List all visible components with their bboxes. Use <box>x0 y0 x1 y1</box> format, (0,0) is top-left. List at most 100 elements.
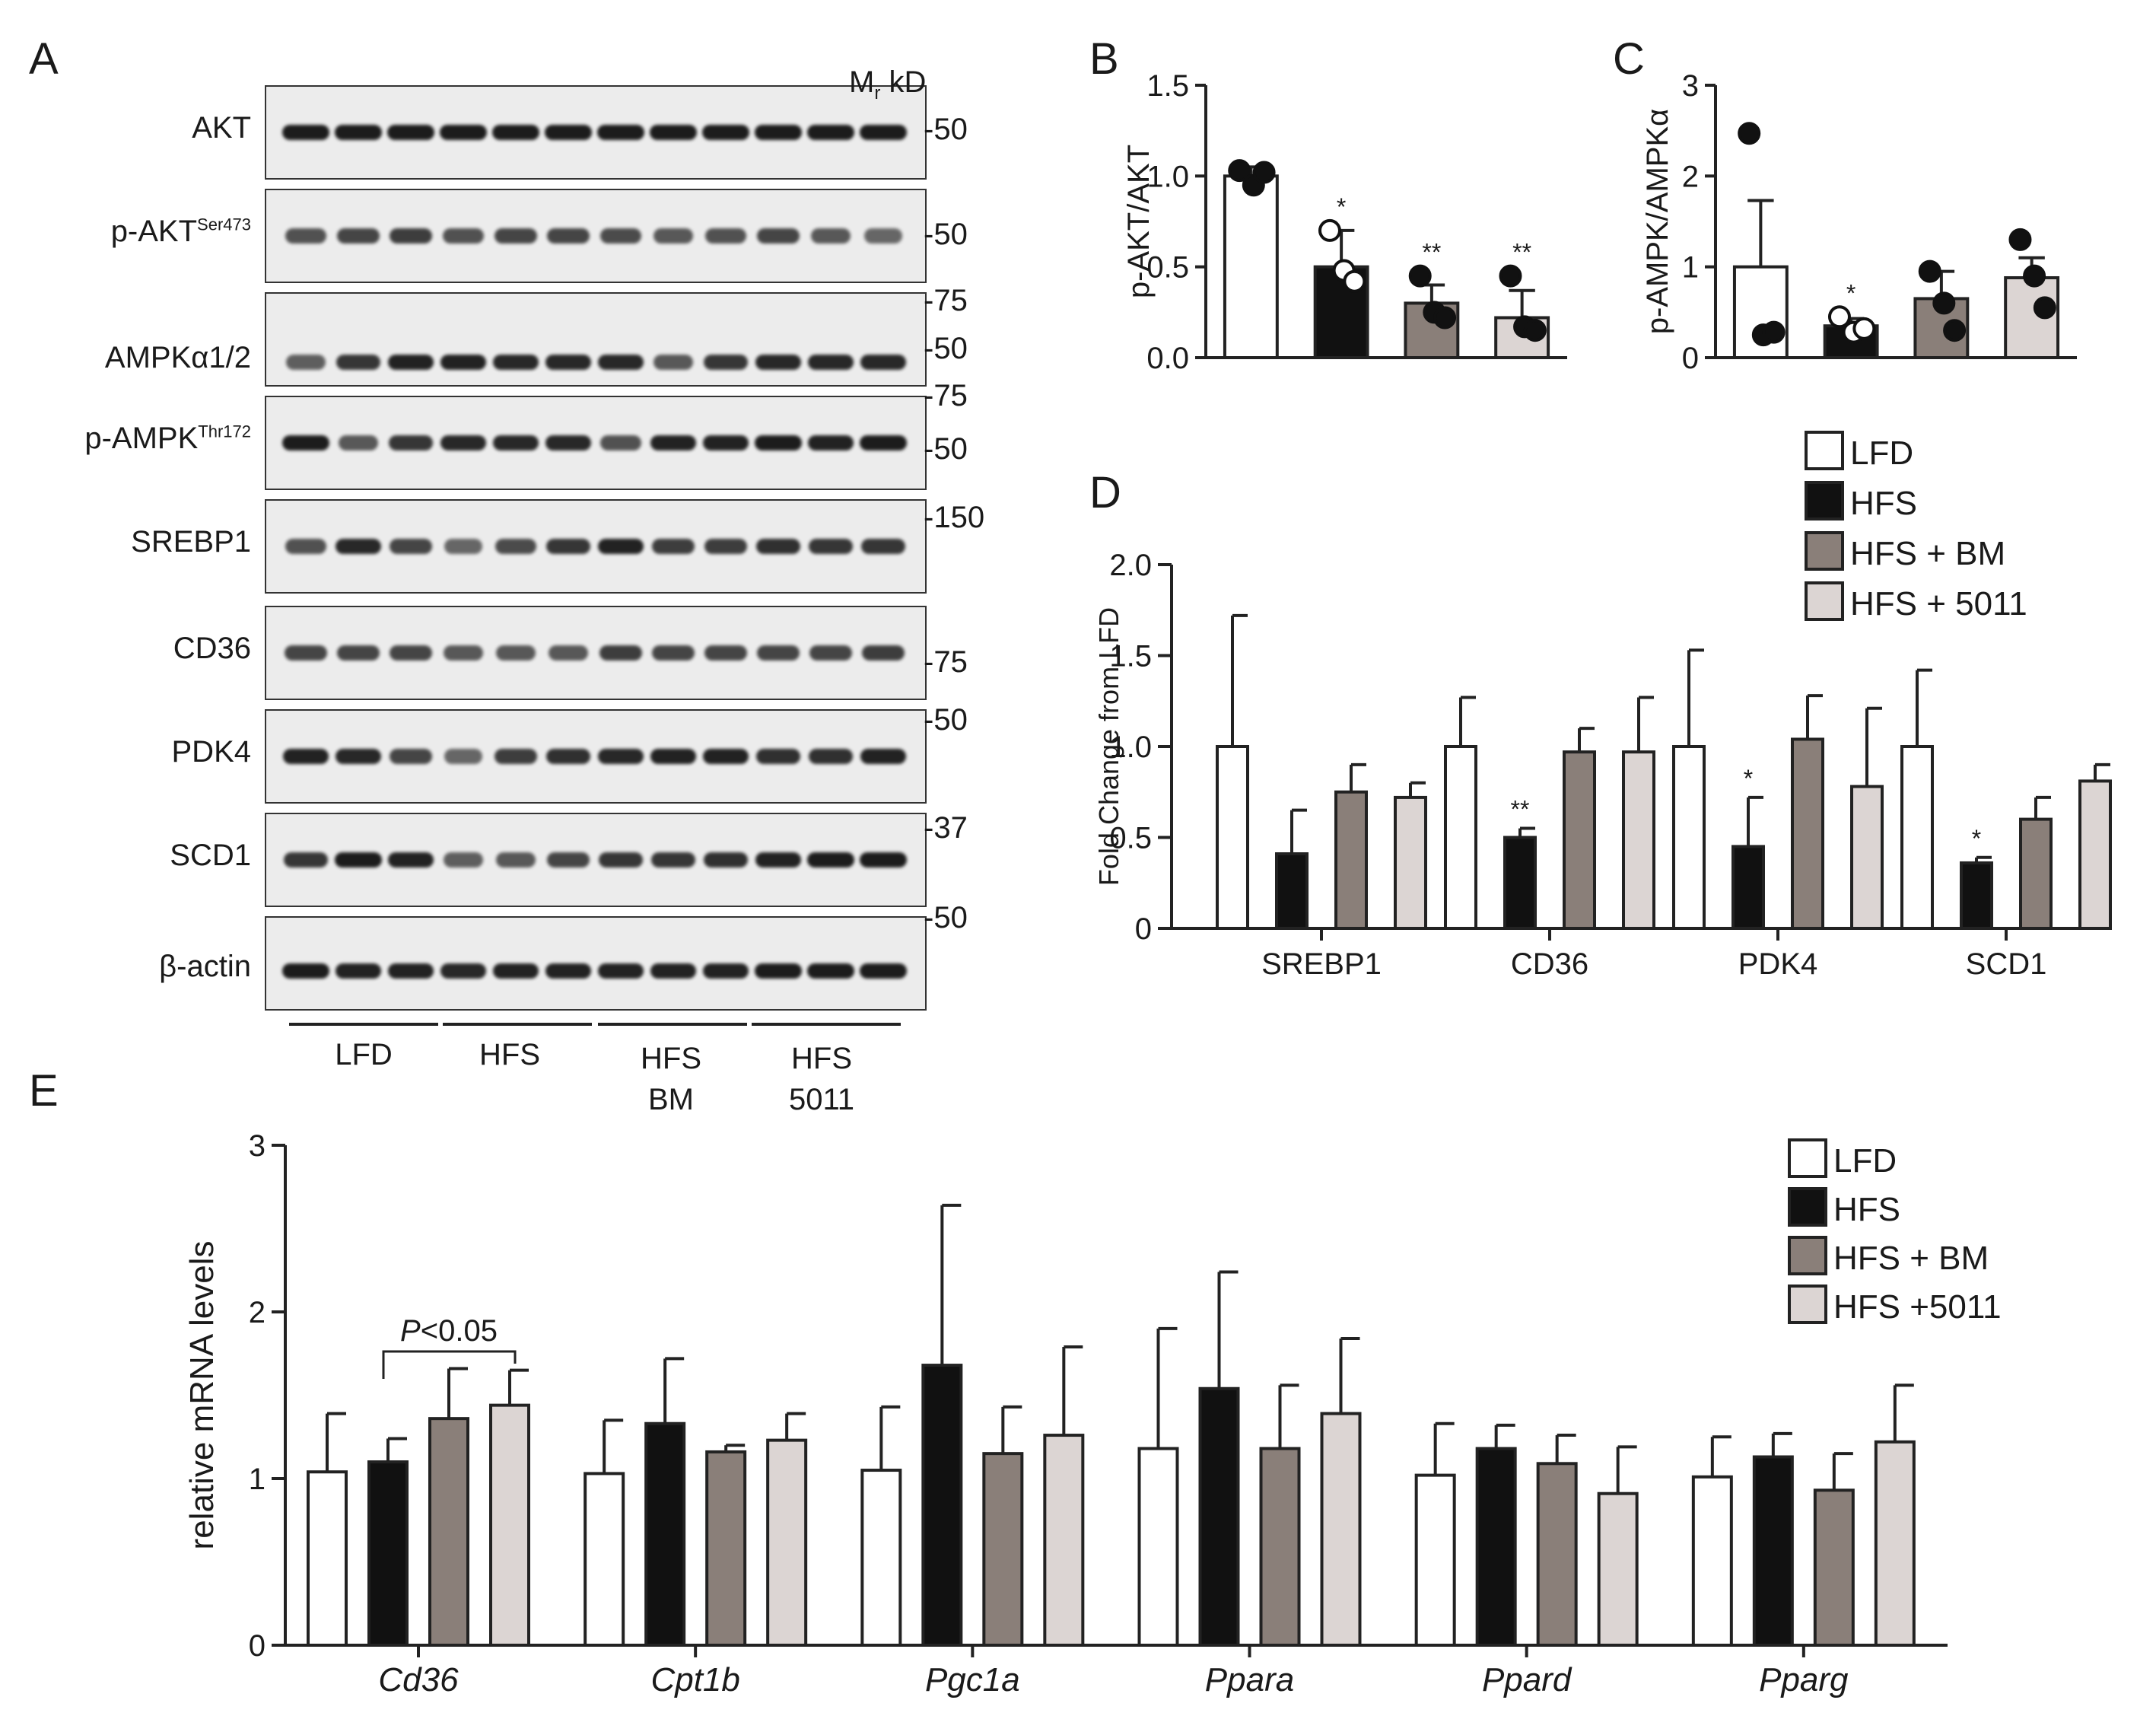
blot-band <box>335 749 381 764</box>
blot-band <box>808 355 854 370</box>
blot-band <box>809 645 852 661</box>
legend-label: LFD <box>1850 435 1913 472</box>
data-point <box>1513 315 1537 339</box>
bar <box>1320 1412 1362 1647</box>
mw-marker: -50 <box>924 113 968 146</box>
blot-band <box>282 749 329 764</box>
significance-mark: * <box>1744 765 1753 792</box>
blot-band <box>653 355 694 370</box>
data-point <box>1423 301 1446 324</box>
blot-band <box>337 228 380 244</box>
p-value-annotation: P<0.05 <box>400 1314 498 1348</box>
group-line <box>443 1023 592 1026</box>
blot-band <box>545 749 591 764</box>
blot-label-text: SREBP1 <box>131 525 251 559</box>
significance-mark: ** <box>1511 796 1530 823</box>
bar <box>1444 745 1477 930</box>
y-tick-label: 2.0 <box>1109 549 1152 582</box>
blot-band <box>444 852 483 868</box>
legend-swatch <box>1788 1187 1827 1227</box>
blot-band <box>860 435 907 450</box>
blot-label: AKT <box>0 111 251 145</box>
data-point <box>1332 259 1356 282</box>
blot-band <box>335 963 382 979</box>
bar <box>1494 316 1550 360</box>
bar <box>1823 324 1879 360</box>
mw-header-r: r <box>874 83 881 103</box>
data-point <box>2023 264 2046 288</box>
blot-label-text: CD36 <box>173 632 251 665</box>
data-point <box>1738 122 1761 145</box>
data-point <box>2008 228 2032 251</box>
blot-band <box>757 645 800 661</box>
blot-label: PDK4 <box>0 735 252 769</box>
bar <box>766 1438 808 1647</box>
blot-label: CD36 <box>0 632 251 666</box>
blot-band <box>860 125 907 140</box>
blot-row-8 <box>265 813 927 907</box>
bar <box>1313 265 1369 359</box>
bar <box>584 1472 625 1647</box>
blot-band <box>703 852 749 868</box>
blot-band <box>387 125 434 140</box>
blot-band <box>807 963 854 979</box>
significance-mark: * <box>1846 279 1855 307</box>
blot-band <box>284 852 328 868</box>
bar <box>1563 750 1596 930</box>
blot-label-text: β-actin <box>159 950 251 983</box>
bar <box>860 1469 902 1647</box>
blot-band <box>547 852 590 868</box>
blot-label-text: SCD1 <box>170 839 251 872</box>
blot-band <box>389 435 433 450</box>
legend-label: HFS <box>1833 1191 1900 1228</box>
blot-band <box>861 645 905 661</box>
blot-label: AMPKα1/2 <box>0 341 251 375</box>
blot-band <box>493 435 539 450</box>
bar <box>1503 836 1537 930</box>
data-point <box>1827 305 1851 329</box>
blot-band <box>285 228 326 244</box>
bar <box>1672 745 1706 930</box>
blot-band <box>597 963 644 979</box>
blot-band <box>443 228 484 244</box>
blot-band <box>598 355 644 370</box>
blot-label-text: AKT <box>192 111 251 145</box>
bar <box>367 1460 409 1647</box>
blot-band <box>653 228 694 244</box>
bar <box>2019 817 2053 930</box>
significance-mark: ** <box>1512 239 1531 266</box>
blot-band <box>704 645 747 661</box>
bar <box>1752 1455 1794 1647</box>
blot-band <box>390 645 432 661</box>
bar <box>1960 861 1993 930</box>
blot-group-lfd: LFD <box>335 1038 393 1071</box>
bar <box>1850 785 1884 930</box>
blot-group-hfs: HFS <box>479 1038 540 1071</box>
y-tick-label: 1.0 <box>1146 160 1189 193</box>
x-tick-label: Cpt1b <box>650 1661 739 1698</box>
legend-swatch <box>1805 581 1844 621</box>
blot-band <box>545 355 591 370</box>
blot-band <box>440 125 487 140</box>
legend-swatch <box>1805 431 1844 470</box>
group-line <box>752 1023 901 1026</box>
bar <box>1691 1475 1733 1647</box>
blot-band <box>494 539 537 554</box>
bar <box>1597 1491 1639 1647</box>
blot-band <box>598 749 644 764</box>
mw-marker: -150 <box>924 501 985 534</box>
blot-row-9 <box>265 916 927 1011</box>
blot-band <box>444 539 483 554</box>
data-point <box>1762 320 1786 344</box>
mw-marker: -50 <box>924 901 968 934</box>
blot-band <box>651 539 695 554</box>
bar <box>2078 779 2112 931</box>
bar <box>1536 1462 1578 1647</box>
blot-band <box>492 963 539 979</box>
bar <box>1913 297 1970 359</box>
blot-band <box>599 852 643 868</box>
blot-band <box>545 435 591 450</box>
bar <box>1791 737 1824 930</box>
y-tick-label: 3 <box>249 1129 266 1163</box>
y-axis-label: relative mRNA levels <box>183 1241 221 1550</box>
